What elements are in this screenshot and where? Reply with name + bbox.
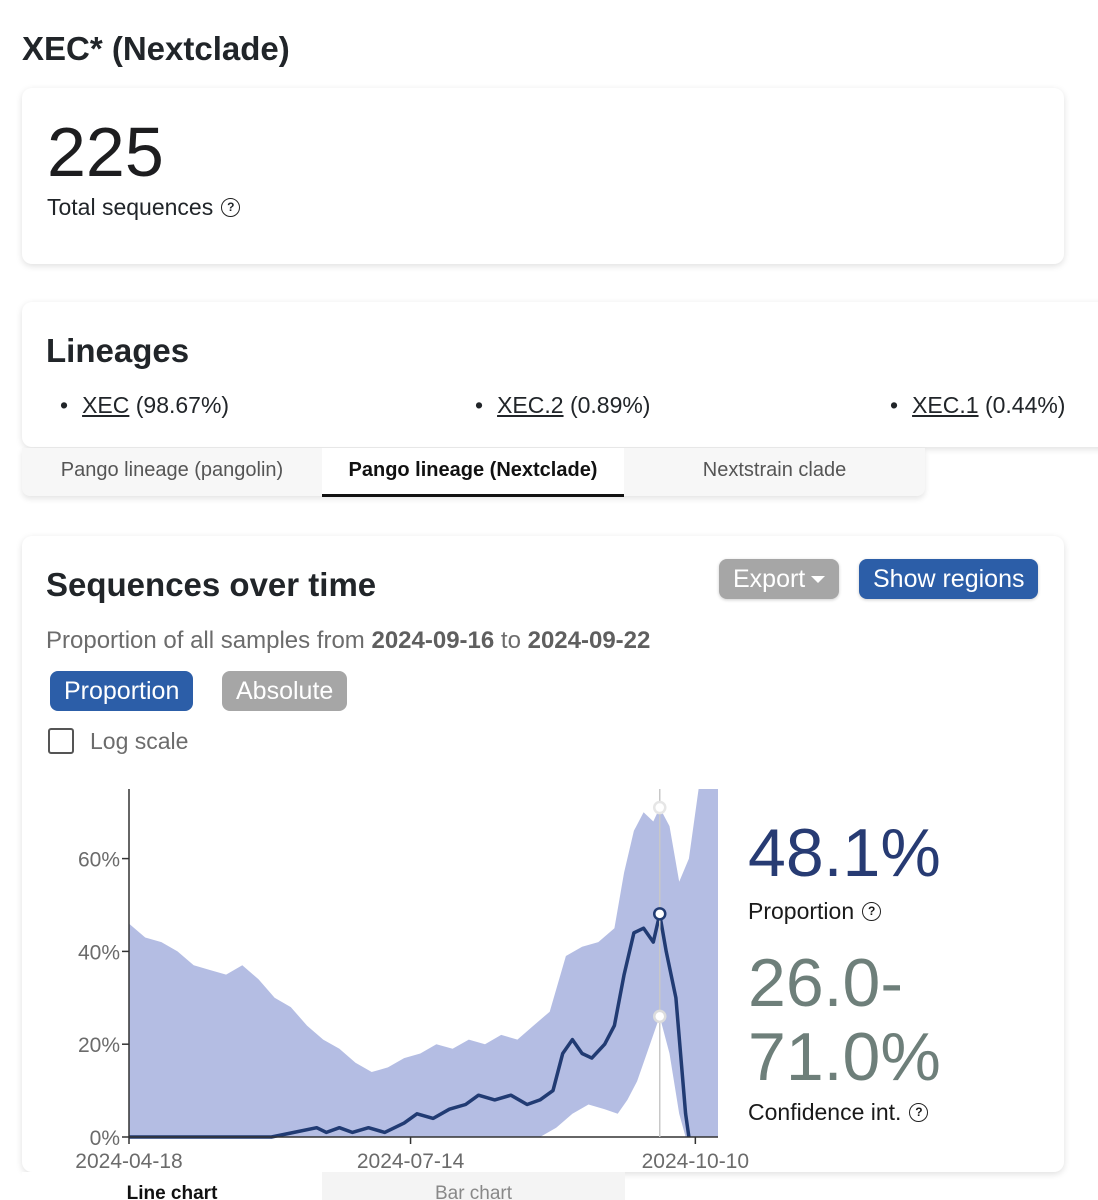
proportion-label: Proportion bbox=[748, 898, 855, 924]
lineage-percent: (0.44%) bbox=[984, 392, 1066, 418]
y-tick-label: 40% bbox=[78, 941, 120, 964]
lineage-source-tabs: Pango lineage (pangolin) Pango lineage (… bbox=[22, 448, 925, 497]
page-title: XEC* (Nextclade) bbox=[22, 30, 290, 67]
subtitle-to-word: to bbox=[500, 627, 521, 654]
lineage-link-xec-1[interactable]: XEC.1 bbox=[912, 392, 979, 418]
total-sequences-label-row: Total sequences? bbox=[47, 194, 241, 221]
lineage-item: • XEC.1 (0.44%) bbox=[890, 392, 1065, 419]
confidence-interval-label: Confidence int. bbox=[748, 1099, 902, 1125]
confidence-interval-label-row: Confidence int.? bbox=[748, 1099, 929, 1126]
subtitle-to-date: 2024-09-22 bbox=[527, 627, 651, 654]
x-tick-label: 2024-04-18 bbox=[75, 1150, 182, 1172]
mode-proportion-button[interactable]: Proportion bbox=[50, 671, 194, 711]
proportion-chart: 0% 20% 40% 60% 2024-04-18 2024-07-14 2024-10-1… bbox=[75, 789, 749, 1172]
x-tick-label: 2024-07-14 bbox=[357, 1150, 465, 1172]
tab-bar-chart[interactable]: Bar chart bbox=[434, 1183, 513, 1200]
lineage-percent: (98.67%) bbox=[135, 392, 230, 418]
bullet: • bbox=[60, 392, 69, 418]
export-label: Export bbox=[733, 565, 806, 593]
help-icon[interactable]: ? bbox=[909, 1103, 929, 1122]
subtitle-from-date: 2024-09-16 bbox=[371, 627, 495, 654]
ci-upper-marker bbox=[652, 800, 667, 815]
log-scale-checkbox[interactable] bbox=[48, 728, 74, 754]
show-regions-button[interactable]: Show regions bbox=[859, 559, 1039, 599]
chart-type-tabs: Line chart Bar chart bbox=[22, 1172, 625, 1200]
confidence-band bbox=[129, 789, 718, 1137]
total-sequences-label: Total sequences bbox=[47, 194, 214, 220]
bullet: • bbox=[475, 392, 484, 418]
sequences-over-time-card: Sequences over time Export Show regions … bbox=[22, 536, 1064, 1172]
proportion-value: 48.1% bbox=[748, 815, 941, 891]
confidence-interval-value: 26.0- 71.0% bbox=[748, 945, 941, 1095]
proportion-label-row: Proportion? bbox=[748, 898, 882, 925]
chart-title: Sequences over time bbox=[46, 566, 377, 603]
subtitle-prefix: Proportion of all samples from bbox=[46, 627, 365, 654]
export-button[interactable]: Export bbox=[719, 559, 840, 599]
tab-pango-nextclade[interactable]: Pango lineage (Nextclade) bbox=[322, 448, 624, 497]
lineage-item: • XEC (98.67%) bbox=[60, 392, 229, 419]
lineage-percent: (0.89%) bbox=[569, 392, 651, 418]
y-tick-label: 20% bbox=[78, 1034, 120, 1057]
help-icon[interactable]: ? bbox=[221, 198, 241, 217]
total-sequences-card: 225 Total sequences? bbox=[22, 88, 1064, 264]
tab-line-chart[interactable]: Line chart bbox=[22, 1172, 322, 1200]
log-scale-label: Log scale bbox=[90, 728, 189, 754]
chart-subtitle: Proportion of all samples from 2024-09-1… bbox=[46, 627, 650, 655]
tab-nextstrain-clade[interactable]: Nextstrain clade bbox=[702, 459, 847, 481]
lineage-link-xec-2[interactable]: XEC.2 bbox=[497, 392, 564, 418]
x-tick-label: 2024-10-10 bbox=[642, 1150, 749, 1172]
bullet: • bbox=[890, 392, 899, 418]
y-tick-label: 60% bbox=[78, 849, 120, 872]
mode-absolute-button[interactable]: Absolute bbox=[222, 671, 348, 711]
selected-point-marker[interactable] bbox=[652, 907, 667, 921]
y-tick-label: 0% bbox=[90, 1127, 120, 1150]
ci-lower-marker bbox=[652, 1009, 667, 1024]
log-scale-row: Log scale bbox=[48, 728, 188, 755]
lineage-item: • XEC.2 (0.89%) bbox=[475, 392, 650, 419]
lineage-link-xec[interactable]: XEC bbox=[82, 392, 130, 418]
lineages-title: Lineages bbox=[46, 332, 190, 369]
proportion-line bbox=[129, 912, 691, 1139]
axis-ticks: 0% 20% 40% 60% 2024-04-18 2024-07-14 2024-10-1… bbox=[75, 849, 749, 1172]
caret-down-icon bbox=[811, 576, 826, 583]
total-sequences-value: 225 bbox=[47, 113, 164, 191]
tab-pango-pangolin[interactable]: Pango lineage (pangolin) bbox=[60, 459, 284, 481]
lineages-card: Lineages • XEC (98.67%) • XEC.2 (0.89%) • X… bbox=[22, 302, 1098, 447]
help-icon[interactable]: ? bbox=[862, 902, 882, 921]
